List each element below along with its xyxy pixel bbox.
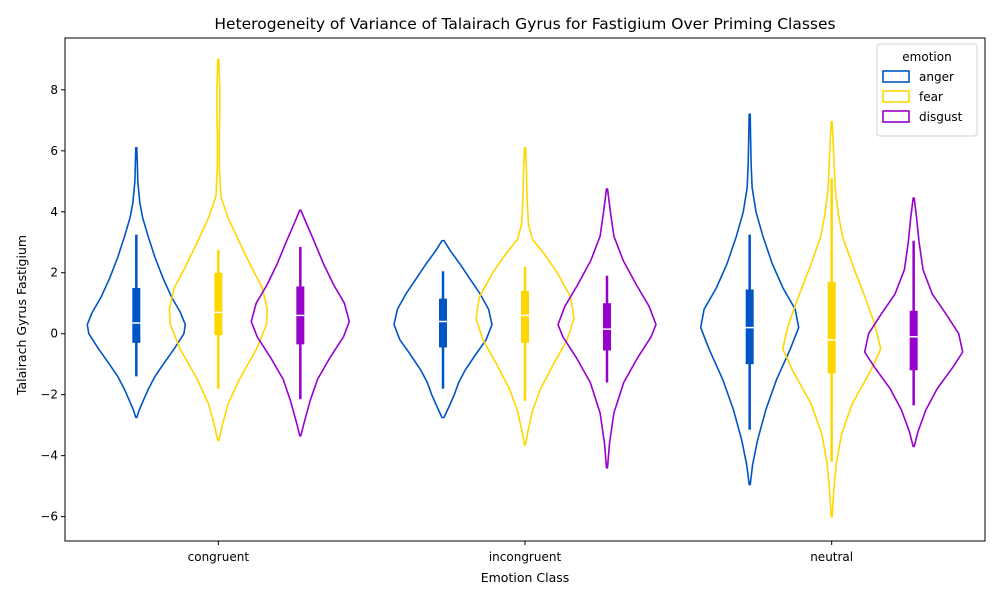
legend-label-disgust: disgust: [919, 110, 963, 124]
y-tick-label: 4: [50, 205, 58, 219]
violin-outline: [168, 58, 269, 442]
legend-frame: [876, 43, 978, 137]
y-tick-label: 2: [50, 266, 58, 280]
x-axis-label: Emotion Class: [481, 570, 570, 585]
y-axis-label: Talairach Gyrus Fastigium: [14, 235, 29, 396]
iqr-box: [909, 310, 918, 371]
plot-area: [64, 37, 986, 542]
violin-fear-incongruent: [475, 146, 575, 446]
iqr-box: [827, 281, 836, 374]
legend-swatch-fear: [882, 90, 910, 103]
legend-swatch-disgust: [882, 110, 910, 123]
violin-anger-neutral: [699, 113, 800, 486]
violin-outline: [781, 121, 882, 518]
y-tick-label: 0: [50, 327, 58, 341]
x-tick-label: incongruent: [489, 550, 562, 564]
violin-outline: [557, 188, 657, 469]
violin-disgust-congruent: [250, 209, 351, 437]
x-tick-label: congruent: [188, 550, 250, 564]
violin-disgust-neutral: [863, 197, 964, 448]
iqr-box: [214, 272, 223, 336]
iqr-box: [521, 291, 529, 343]
y-tick-label: −6: [40, 510, 58, 524]
iqr-box: [745, 289, 754, 365]
iqr-box: [603, 303, 611, 351]
y-tick-label: 6: [50, 144, 58, 158]
chart-title: Heterogeneity of Variance of Talairach G…: [214, 15, 835, 33]
iqr-box: [439, 298, 447, 348]
violin-fear-neutral: [781, 121, 882, 518]
legend-label-anger: anger: [919, 70, 954, 84]
violin-disgust-incongruent: [557, 188, 657, 469]
y-tick-label: −2: [40, 388, 58, 402]
x-axis: congruent incongruent neutral: [188, 541, 853, 564]
iqr-box: [132, 287, 141, 343]
legend-label-fear: fear: [919, 90, 943, 104]
x-tick-label: neutral: [810, 550, 853, 564]
y-axis: −6 −4 −2 0 2 4 6 8: [40, 83, 65, 524]
y-tick-label: 8: [50, 83, 58, 97]
violin-outline: [475, 146, 575, 446]
violin-outline: [699, 113, 800, 486]
violin-fear-congruent: [168, 58, 269, 442]
violin-outline: [393, 239, 493, 419]
legend-swatch-anger: [882, 70, 910, 83]
legend: emotion anger fear disgust: [876, 43, 978, 137]
y-tick-label: −4: [40, 449, 58, 463]
violin-anger-incongruent: [393, 239, 493, 419]
violin-outline: [863, 197, 964, 448]
legend-title: emotion: [902, 50, 951, 64]
violin-outline: [250, 209, 351, 437]
